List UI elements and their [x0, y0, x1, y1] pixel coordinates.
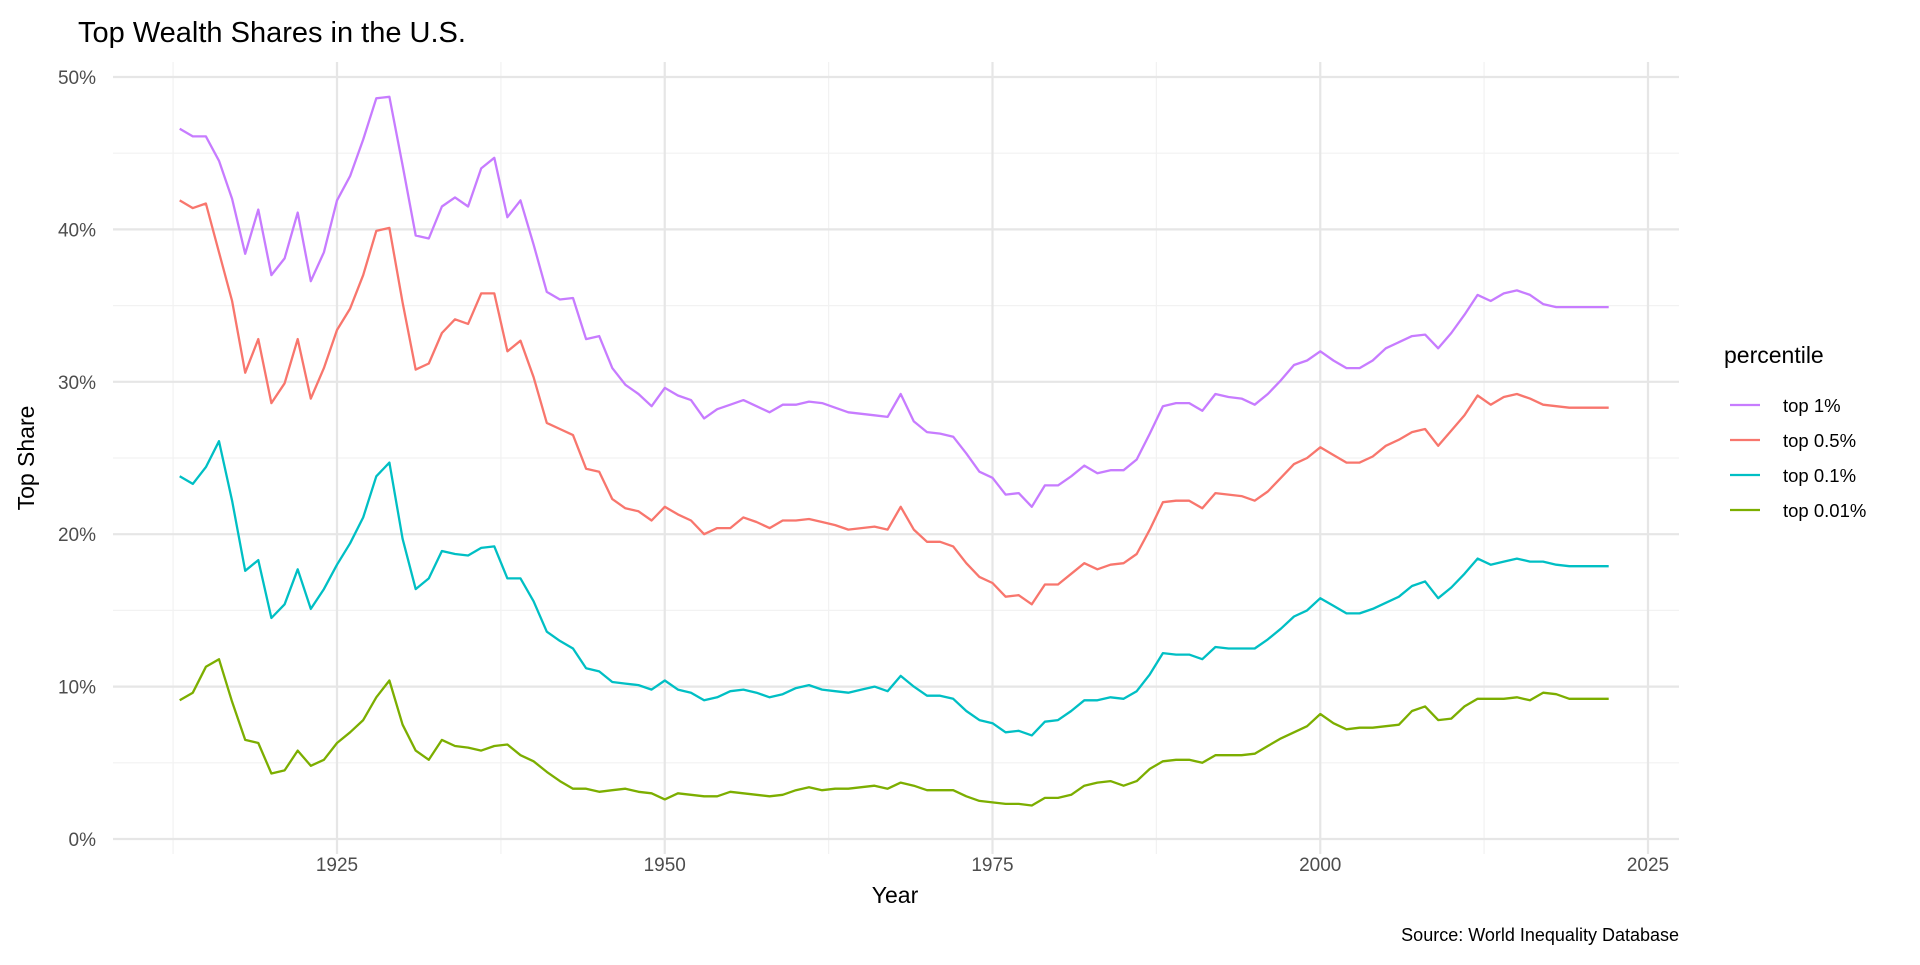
y-tick-label: 30%	[58, 373, 96, 394]
legend-label: top 0.5%	[1783, 430, 1856, 451]
x-axis-title: Year	[872, 882, 919, 908]
y-tick-label: 10%	[58, 678, 96, 699]
y-axis-title: Top Share	[13, 406, 39, 511]
y-tick-label: 20%	[58, 525, 96, 546]
y-tick-label: 0%	[69, 830, 97, 851]
grid	[113, 62, 1679, 854]
legend: percentile top 1% top 0.5% top 0.1% top 0.0…	[1724, 342, 1866, 521]
legend-label: top 1%	[1783, 395, 1841, 416]
x-tick-label: 1975	[971, 855, 1013, 876]
series-lines	[179, 95, 1609, 807]
y-axis-ticks: 0% 10% 20% 30% 40% 50%	[58, 68, 96, 851]
legend-label: top 0.1%	[1783, 465, 1856, 486]
x-tick-label: 1925	[316, 855, 358, 876]
x-tick-label: 2000	[1299, 855, 1341, 876]
caption: Source: World Inequality Database	[1401, 925, 1679, 945]
series-line-top-0-01	[179, 658, 1609, 807]
chart-title: Top Wealth Shares in the U.S.	[78, 17, 466, 49]
x-tick-label: 1950	[644, 855, 686, 876]
y-tick-label: 50%	[58, 68, 96, 89]
x-axis-ticks: 1925 1950 1975 2000 2025	[316, 855, 1669, 876]
legend-label: top 0.01%	[1783, 500, 1866, 521]
series-line-top-0-5	[179, 199, 1609, 606]
legend-title: percentile	[1724, 342, 1824, 368]
series-line-top-1	[179, 95, 1609, 508]
y-tick-label: 40%	[58, 220, 96, 241]
x-tick-label: 2025	[1627, 855, 1669, 876]
series-line-top-0-1	[179, 440, 1609, 737]
